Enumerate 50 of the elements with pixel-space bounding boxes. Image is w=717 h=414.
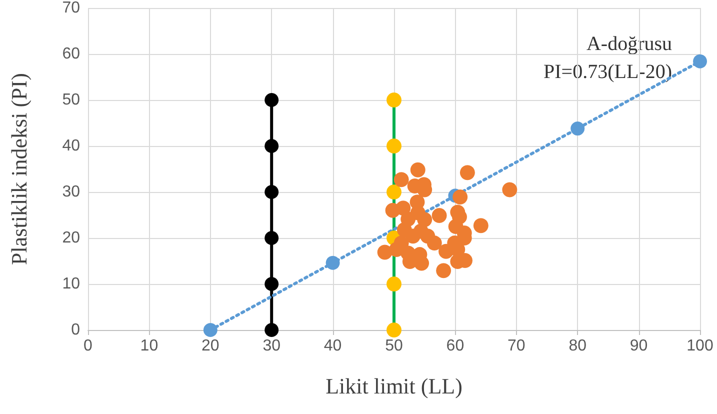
- x-tick-label: 80: [568, 338, 587, 354]
- point: [264, 185, 279, 199]
- x-tick-label: 70: [508, 338, 526, 354]
- point: [386, 184, 402, 200]
- point: [264, 323, 279, 337]
- x-axis-title: Likit limit (LL): [326, 374, 462, 398]
- annotation: A-doğrusu: [586, 33, 672, 55]
- y-tick-label: 10: [62, 276, 80, 292]
- point: [426, 236, 442, 251]
- y-tick-label: 20: [62, 230, 80, 246]
- x-tick-label: 100: [686, 338, 714, 354]
- point: [410, 162, 426, 178]
- point: [436, 263, 452, 278]
- annotation: PI=0.73(LL-20): [544, 61, 672, 83]
- point: [386, 92, 402, 108]
- y-axis-title: Plastiklik indeksi (PI): [6, 73, 32, 265]
- y-tick-label: 40: [62, 138, 80, 154]
- point: [502, 182, 518, 198]
- point: [432, 208, 447, 223]
- y-tick-label: 60: [62, 46, 80, 62]
- y-tick-label: 30: [62, 184, 80, 200]
- point: [264, 139, 279, 153]
- point: [417, 212, 432, 228]
- point: [414, 256, 430, 271]
- point: [326, 256, 340, 270]
- y-tick-label: 50: [62, 92, 80, 108]
- point: [264, 93, 279, 107]
- point: [264, 231, 279, 245]
- x-tick-label: 50: [385, 338, 403, 354]
- point: [473, 218, 488, 234]
- x-tick-label: 30: [262, 338, 281, 354]
- x-tick-label: 60: [446, 338, 464, 354]
- point: [394, 172, 409, 188]
- x-tick-label: 40: [324, 338, 342, 354]
- point: [386, 322, 402, 338]
- point: [264, 277, 279, 291]
- x-tick-label: 10: [140, 338, 158, 354]
- y-tick-label: 0: [71, 322, 80, 338]
- point: [386, 276, 402, 292]
- x-tick-label: 20: [202, 338, 220, 354]
- point: [203, 323, 218, 337]
- point: [693, 54, 707, 68]
- point: [570, 122, 585, 136]
- point: [452, 190, 468, 205]
- point: [396, 200, 411, 216]
- x-tick-label: 90: [630, 338, 648, 354]
- x-tick-label: 0: [84, 338, 93, 354]
- point: [386, 138, 402, 154]
- y-tick-label: 70: [62, 0, 80, 16]
- point: [460, 165, 475, 180]
